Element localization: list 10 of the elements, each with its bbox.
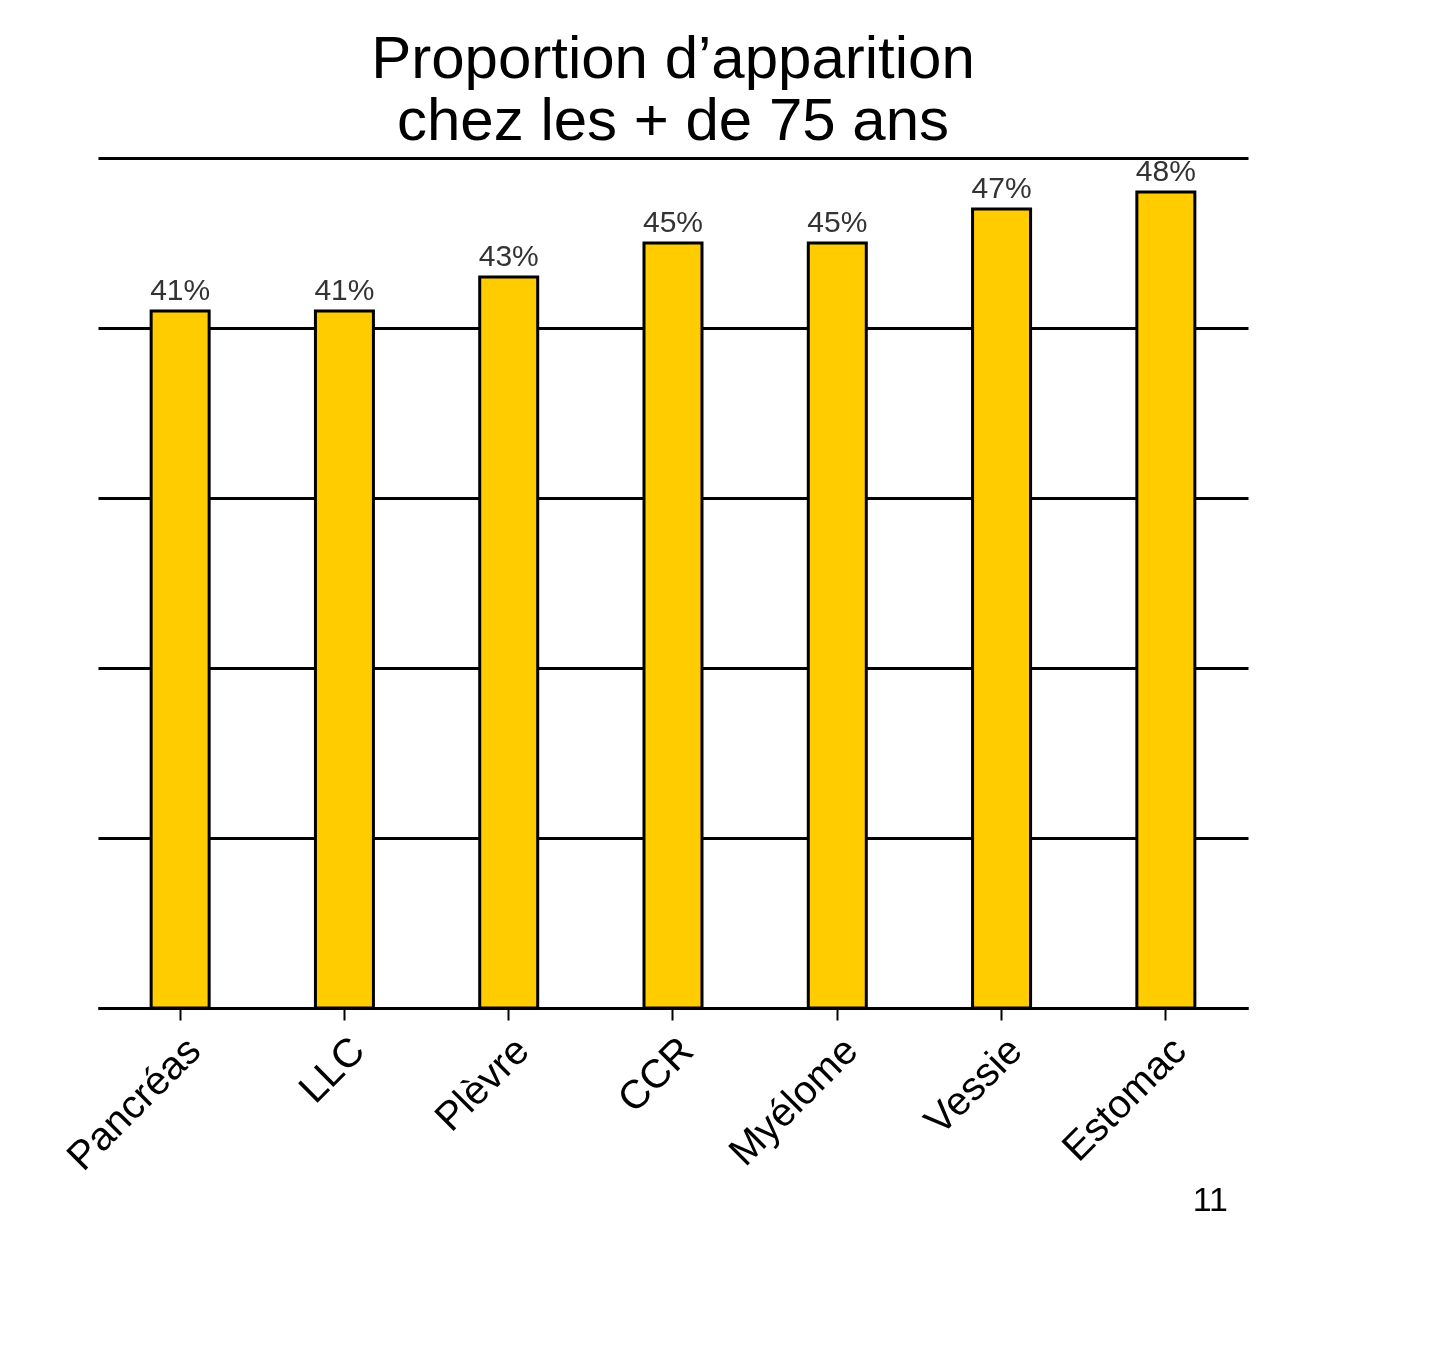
- data-label: 47%: [971, 171, 1032, 204]
- x-tick-label: LLC: [289, 1027, 373, 1111]
- data-label: 45%: [807, 205, 868, 238]
- data-label: 43%: [478, 239, 539, 272]
- text: Proportion d’apparition: [371, 24, 975, 91]
- data-label: 41%: [314, 273, 375, 306]
- text: 11: [1192, 1180, 1228, 1218]
- data-label: 41%: [150, 273, 211, 306]
- data-label: 45%: [642, 205, 704, 238]
- data-label: 48%: [1135, 154, 1196, 187]
